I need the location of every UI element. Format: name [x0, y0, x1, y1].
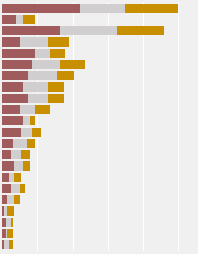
Bar — [2, 229, 6, 238]
Bar — [11, 150, 21, 160]
Bar — [23, 117, 30, 126]
Bar — [2, 207, 4, 216]
Bar — [60, 61, 85, 70]
Bar — [23, 16, 35, 25]
Bar — [14, 162, 23, 171]
Bar — [2, 106, 20, 115]
Bar — [14, 195, 20, 204]
Bar — [2, 61, 32, 70]
Bar — [2, 195, 7, 204]
Bar — [12, 139, 27, 148]
Bar — [2, 5, 80, 14]
Bar — [48, 83, 64, 92]
Bar — [2, 162, 14, 171]
Bar — [2, 150, 11, 160]
Bar — [35, 50, 50, 59]
Bar — [48, 94, 64, 104]
Bar — [57, 72, 74, 81]
Bar — [2, 139, 12, 148]
Bar — [2, 38, 20, 47]
Bar — [2, 184, 11, 193]
Bar — [16, 16, 23, 25]
Bar — [48, 38, 69, 47]
Bar — [60, 27, 117, 36]
Bar — [117, 27, 164, 36]
Bar — [29, 94, 48, 104]
Bar — [80, 5, 126, 14]
Bar — [30, 117, 35, 126]
Bar — [7, 195, 14, 204]
Bar — [35, 106, 50, 115]
Bar — [14, 173, 21, 182]
Bar — [29, 72, 57, 81]
Bar — [7, 207, 14, 216]
Bar — [21, 150, 30, 160]
Bar — [2, 27, 60, 36]
Bar — [20, 184, 25, 193]
Bar — [2, 117, 23, 126]
Bar — [21, 128, 32, 137]
Bar — [4, 240, 9, 249]
Bar — [32, 61, 60, 70]
Bar — [2, 72, 29, 81]
Bar — [126, 5, 178, 14]
Bar — [23, 162, 30, 171]
Bar — [4, 207, 7, 216]
Bar — [2, 173, 9, 182]
Bar — [2, 218, 6, 227]
Bar — [27, 139, 35, 148]
Bar — [11, 184, 20, 193]
Bar — [11, 218, 12, 227]
Bar — [23, 83, 48, 92]
Bar — [7, 229, 12, 238]
Bar — [50, 50, 66, 59]
Bar — [2, 83, 23, 92]
Bar — [2, 16, 16, 25]
Bar — [2, 50, 35, 59]
Bar — [6, 229, 7, 238]
Bar — [20, 38, 48, 47]
Bar — [6, 218, 11, 227]
Bar — [20, 106, 35, 115]
Bar — [9, 240, 12, 249]
Bar — [2, 128, 21, 137]
Bar — [32, 128, 41, 137]
Bar — [9, 173, 14, 182]
Bar — [2, 94, 29, 104]
Bar — [2, 240, 4, 249]
